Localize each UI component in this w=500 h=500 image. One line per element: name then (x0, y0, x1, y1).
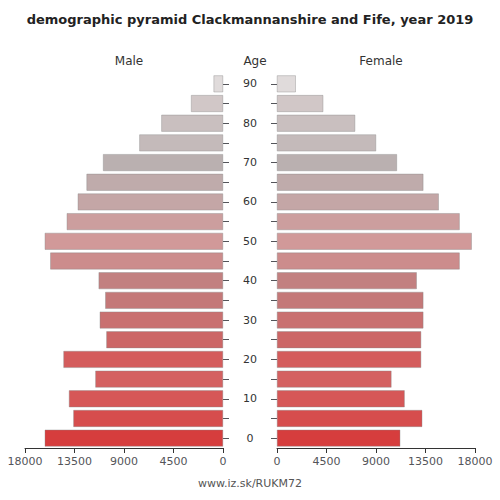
svg-text:90: 90 (243, 77, 257, 90)
svg-text:10: 10 (243, 392, 257, 405)
svg-text:20: 20 (243, 353, 257, 366)
svg-text:0: 0 (220, 455, 227, 468)
svg-text:80: 80 (243, 117, 257, 130)
svg-text:www.iz.sk/RUKM72: www.iz.sk/RUKM72 (198, 477, 302, 490)
svg-text:Age: Age (243, 54, 266, 68)
svg-text:0: 0 (274, 455, 281, 468)
svg-text:4500: 4500 (313, 455, 341, 468)
svg-text:18000: 18000 (8, 455, 43, 468)
svg-text:18000: 18000 (458, 455, 493, 468)
svg-text:Male: Male (115, 54, 143, 68)
svg-text:4500: 4500 (160, 455, 188, 468)
svg-text:40: 40 (243, 274, 257, 287)
svg-text:70: 70 (243, 156, 257, 169)
svg-text:demographic pyramid Clackmanna: demographic pyramid Clackmannanshire and… (27, 12, 474, 27)
svg-text:60: 60 (243, 195, 257, 208)
svg-text:0: 0 (247, 432, 254, 445)
svg-text:9000: 9000 (110, 455, 138, 468)
svg-text:13500: 13500 (408, 455, 443, 468)
svg-text:50: 50 (243, 235, 257, 248)
svg-text:13500: 13500 (57, 455, 92, 468)
svg-text:30: 30 (243, 314, 257, 327)
svg-text:9000: 9000 (362, 455, 390, 468)
svg-text:Female: Female (359, 54, 402, 68)
